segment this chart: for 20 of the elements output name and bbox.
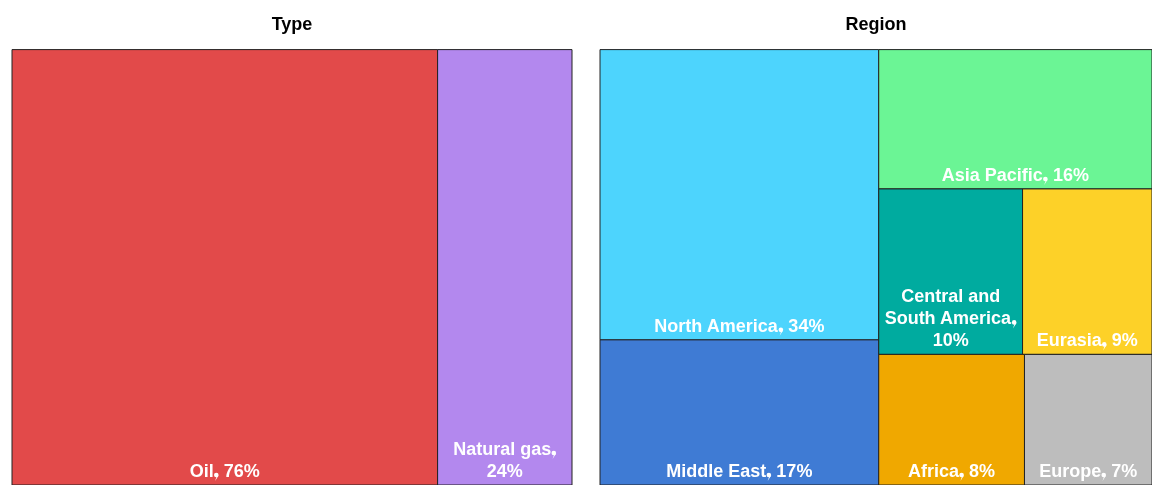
category-label: Middle East bbox=[666, 461, 767, 481]
text: Region bbox=[845, 13, 907, 34]
category-label: Asia Pacific bbox=[941, 164, 1043, 185]
data-label: 8% bbox=[969, 461, 996, 481]
data-label: 9% bbox=[1111, 330, 1138, 351]
category-label: Europe bbox=[1039, 461, 1102, 481]
category-label: Oil bbox=[189, 461, 214, 481]
category-label: Central and South America bbox=[884, 286, 1012, 329]
category-label: North America bbox=[654, 315, 779, 336]
text: Type bbox=[271, 13, 313, 34]
category-label: Natural gas bbox=[453, 439, 552, 459]
data-label: 7% bbox=[1111, 461, 1138, 481]
category-label: Africa bbox=[908, 461, 961, 481]
data-label: 76% bbox=[223, 461, 260, 481]
data-label: 34% bbox=[788, 315, 825, 336]
data-label: 24% bbox=[486, 461, 523, 481]
data-label: 16% bbox=[1052, 164, 1089, 185]
category-label: Eurasia bbox=[1036, 330, 1103, 351]
data-label: 10% bbox=[932, 330, 969, 351]
data-label: 17% bbox=[776, 461, 813, 481]
